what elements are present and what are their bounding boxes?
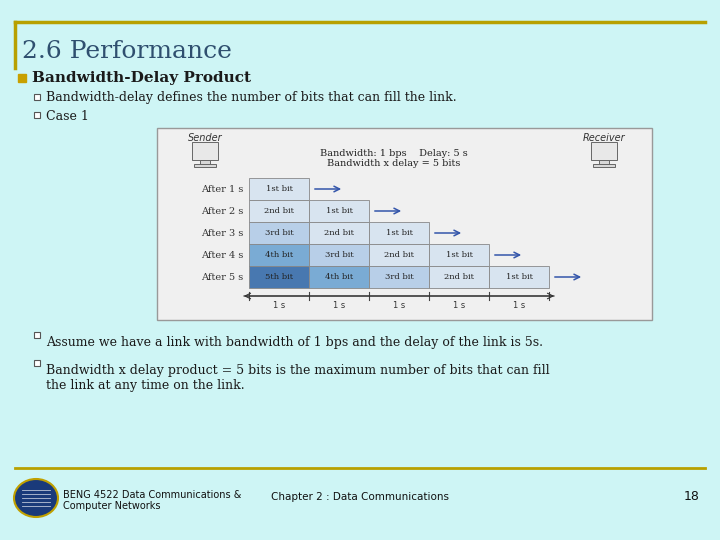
Text: 2nd bit: 2nd bit xyxy=(264,207,294,215)
Bar xyxy=(157,128,652,320)
Text: Receiver: Receiver xyxy=(582,133,625,143)
Bar xyxy=(309,222,369,244)
Text: BENG 4522 Data Communications &: BENG 4522 Data Communications & xyxy=(63,490,241,500)
Text: 5th bit: 5th bit xyxy=(265,273,293,281)
Text: Bandwidth-Delay Product: Bandwidth-Delay Product xyxy=(32,71,251,85)
Text: 4th bit: 4th bit xyxy=(265,251,293,259)
Text: Chapter 2 : Data Communications: Chapter 2 : Data Communications xyxy=(271,492,449,502)
Text: 2nd bit: 2nd bit xyxy=(444,273,474,281)
Text: Computer Networks: Computer Networks xyxy=(63,501,161,511)
Bar xyxy=(309,200,369,222)
Text: 2nd bit: 2nd bit xyxy=(324,229,354,237)
Bar xyxy=(429,266,489,288)
Bar xyxy=(489,266,549,288)
Text: 1st bit: 1st bit xyxy=(446,251,472,259)
Text: Bandwidth-delay defines the number of bits that can fill the link.: Bandwidth-delay defines the number of bi… xyxy=(46,91,456,105)
Text: 3rd bit: 3rd bit xyxy=(325,251,354,259)
Bar xyxy=(309,244,369,266)
Text: 1st bit: 1st bit xyxy=(385,229,413,237)
Text: Sender: Sender xyxy=(188,133,222,143)
Bar xyxy=(369,222,429,244)
Text: Bandwidth x delay = 5 bits: Bandwidth x delay = 5 bits xyxy=(328,159,461,168)
Bar xyxy=(194,164,216,167)
Bar xyxy=(34,112,40,118)
Text: After 3 s: After 3 s xyxy=(201,228,243,238)
Text: 1 s: 1 s xyxy=(453,301,465,310)
Text: After 4 s: After 4 s xyxy=(201,251,243,260)
Text: After 1 s: After 1 s xyxy=(201,185,243,193)
Bar xyxy=(249,266,309,288)
Bar xyxy=(18,74,26,82)
Text: 1st bit: 1st bit xyxy=(266,185,292,193)
Bar xyxy=(249,222,309,244)
Bar xyxy=(34,360,40,366)
Text: Case 1: Case 1 xyxy=(46,110,89,123)
Text: 3rd bit: 3rd bit xyxy=(384,273,413,281)
Text: Bandwidth x delay product = 5 bits is the maximum number of bits that can fill
t: Bandwidth x delay product = 5 bits is th… xyxy=(46,364,549,392)
Text: 1 s: 1 s xyxy=(513,301,525,310)
Text: 1 s: 1 s xyxy=(393,301,405,310)
Bar xyxy=(200,160,210,164)
Bar xyxy=(34,94,40,100)
Bar xyxy=(192,142,218,160)
Text: 3rd bit: 3rd bit xyxy=(265,229,293,237)
Bar xyxy=(34,332,40,338)
Bar xyxy=(429,244,489,266)
Bar xyxy=(593,164,615,167)
Text: 1 s: 1 s xyxy=(333,301,345,310)
Text: 2.6 Performance: 2.6 Performance xyxy=(22,40,232,64)
Text: 1st bit: 1st bit xyxy=(325,207,353,215)
Text: After 5 s: After 5 s xyxy=(201,273,243,281)
Text: After 2 s: After 2 s xyxy=(201,206,243,215)
Bar xyxy=(249,244,309,266)
Ellipse shape xyxy=(14,479,58,517)
Text: Assume we have a link with bandwidth of 1 bps and the delay of the link is 5s.: Assume we have a link with bandwidth of … xyxy=(46,336,543,349)
Bar xyxy=(599,160,609,164)
Bar xyxy=(309,266,369,288)
Bar xyxy=(369,244,429,266)
Text: 18: 18 xyxy=(684,490,700,503)
Bar xyxy=(249,200,309,222)
Text: 1 s: 1 s xyxy=(273,301,285,310)
Bar xyxy=(249,178,309,200)
Text: Bandwidth: 1 bps    Delay: 5 s: Bandwidth: 1 bps Delay: 5 s xyxy=(320,150,468,159)
Bar xyxy=(369,266,429,288)
Text: 2nd bit: 2nd bit xyxy=(384,251,414,259)
Bar xyxy=(591,142,617,160)
Text: 4th bit: 4th bit xyxy=(325,273,353,281)
Text: 1st bit: 1st bit xyxy=(505,273,533,281)
